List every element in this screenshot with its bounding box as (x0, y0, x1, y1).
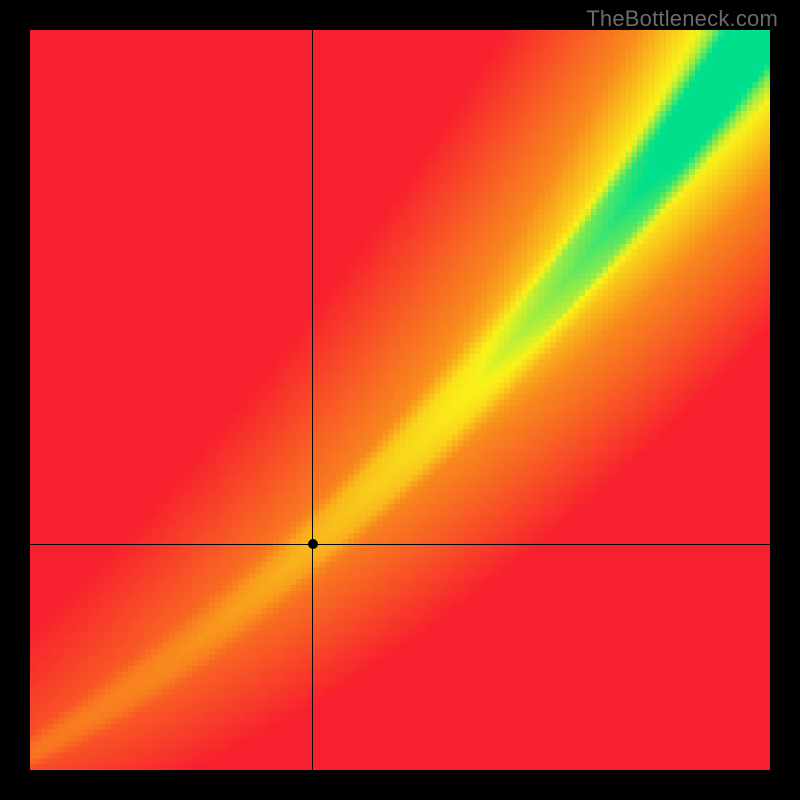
watermark-label: TheBottleneck.com (586, 6, 778, 32)
crosshair-vertical (312, 30, 313, 770)
plot-area (30, 30, 770, 770)
bottleneck-heatmap (30, 30, 770, 770)
crosshair-horizontal (30, 544, 770, 545)
chart-container: TheBottleneck.com (0, 0, 800, 800)
intersection-marker (308, 539, 318, 549)
